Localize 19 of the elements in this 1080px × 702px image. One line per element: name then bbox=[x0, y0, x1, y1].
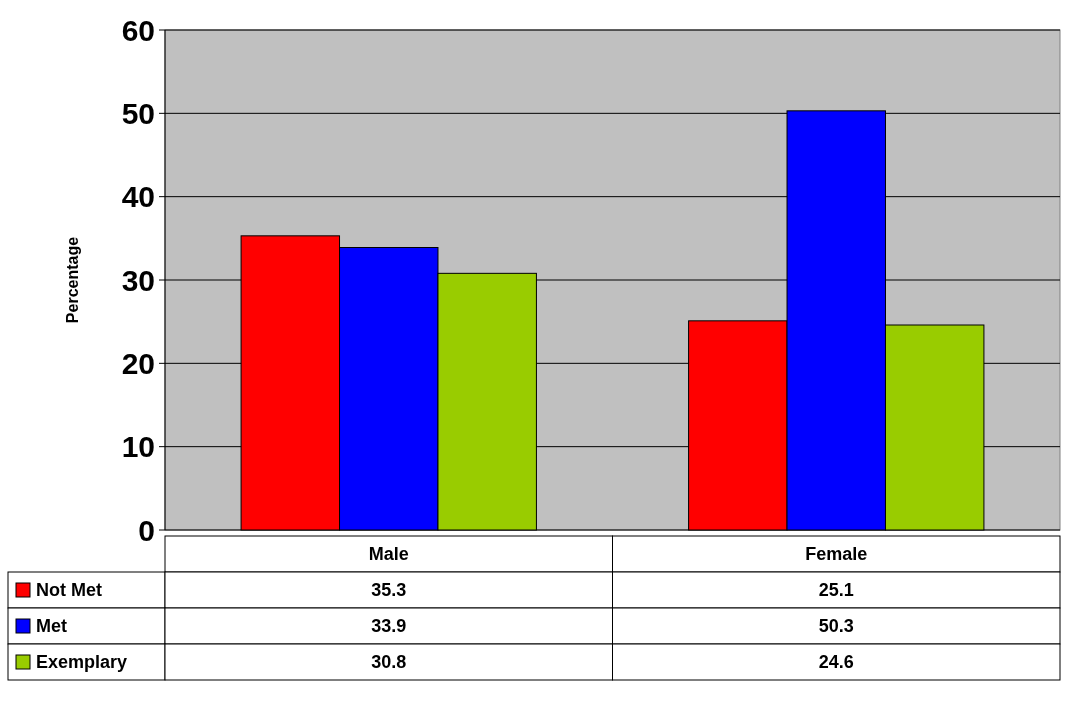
legend-label: Met bbox=[36, 616, 67, 637]
y-tick-label: 30 bbox=[121, 263, 155, 297]
x-tick-label: Male bbox=[368, 544, 409, 565]
y-tick-label: 40 bbox=[121, 180, 155, 214]
data-label: 50.3 bbox=[818, 616, 854, 637]
y-tick-label: 0 bbox=[138, 513, 155, 547]
data-label: 30.8 bbox=[371, 652, 407, 673]
data-label: 25.1 bbox=[818, 580, 854, 601]
data-label: 35.3 bbox=[371, 580, 407, 601]
y-tick-label: 60 bbox=[121, 13, 155, 47]
y-tick-label: 10 bbox=[121, 430, 155, 464]
y-axis-title: Percentage bbox=[64, 236, 81, 324]
x-tick-label: Female bbox=[805, 544, 868, 565]
data-label: 33.9 bbox=[371, 616, 407, 637]
y-tick-label: 50 bbox=[121, 96, 155, 130]
legend-label: Not Met bbox=[36, 580, 102, 601]
data-label: 24.6 bbox=[818, 652, 854, 673]
legend-label: Exemplary bbox=[36, 652, 128, 673]
y-tick-label: 20 bbox=[121, 346, 155, 380]
